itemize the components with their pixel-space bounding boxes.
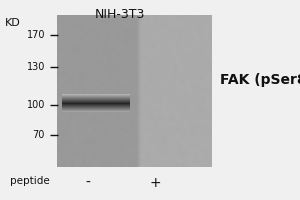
Text: FAK (pSer843): FAK (pSer843) [220, 73, 300, 87]
Text: -: - [85, 176, 90, 190]
Text: 170: 170 [26, 30, 45, 40]
Text: +: + [149, 176, 161, 190]
Text: NIH-3T3: NIH-3T3 [95, 8, 145, 21]
Text: peptide: peptide [10, 176, 50, 186]
Text: 130: 130 [27, 62, 45, 72]
Text: 100: 100 [27, 100, 45, 110]
Text: KD: KD [5, 18, 21, 28]
Text: 70: 70 [33, 130, 45, 140]
